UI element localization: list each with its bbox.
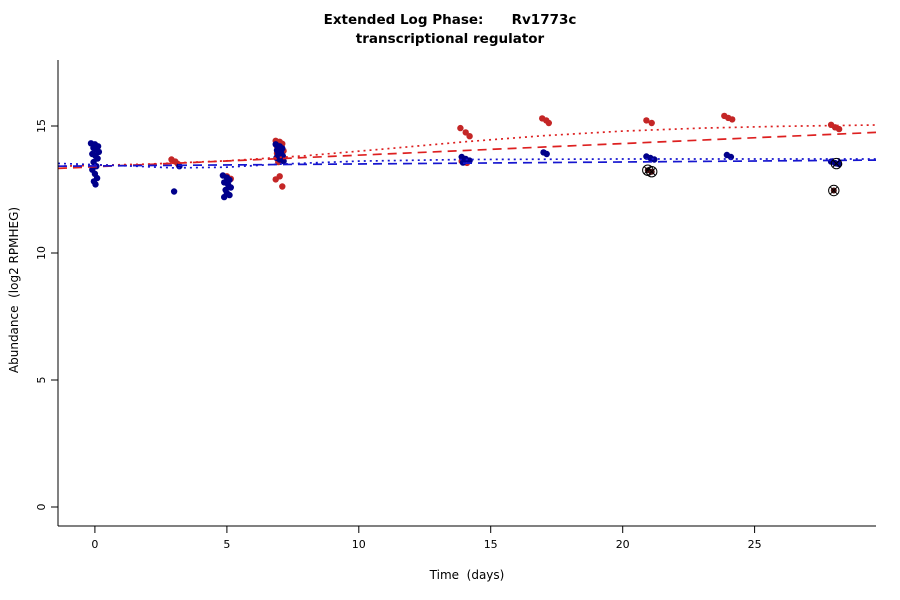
tick-labels: 0 5 10 15 20 25 0 5 10 15 — [35, 119, 762, 551]
y-axis-title: Abundance (log2 RPMHEG) — [7, 206, 21, 374]
points-red — [168, 112, 843, 190]
axes — [51, 60, 876, 533]
x-tick-label: 25 — [748, 538, 762, 551]
trend-line-red-dashed — [57, 131, 877, 170]
y-tick-label: 10 — [35, 246, 48, 260]
chart-subtitle: transcriptional regulator — [355, 31, 545, 47]
points-blue — [87, 140, 843, 201]
x-axis-title: Time (days) — [429, 568, 505, 582]
x-tick-label: 20 — [616, 538, 630, 551]
x-tick-label: 0 — [91, 538, 98, 551]
x-tick-label: 10 — [352, 538, 366, 551]
chart-title: Extended Log Phase: Rv1773c — [323, 12, 577, 28]
x-tick-label: 15 — [484, 538, 498, 551]
y-tick-label: 5 — [35, 377, 48, 384]
x-tick-label: 5 — [223, 538, 230, 551]
outlier-points — [642, 157, 843, 197]
trend-line-blue-dashed — [57, 159, 877, 168]
y-tick-label: 15 — [35, 119, 48, 133]
y-tick-label: 0 — [35, 504, 48, 511]
